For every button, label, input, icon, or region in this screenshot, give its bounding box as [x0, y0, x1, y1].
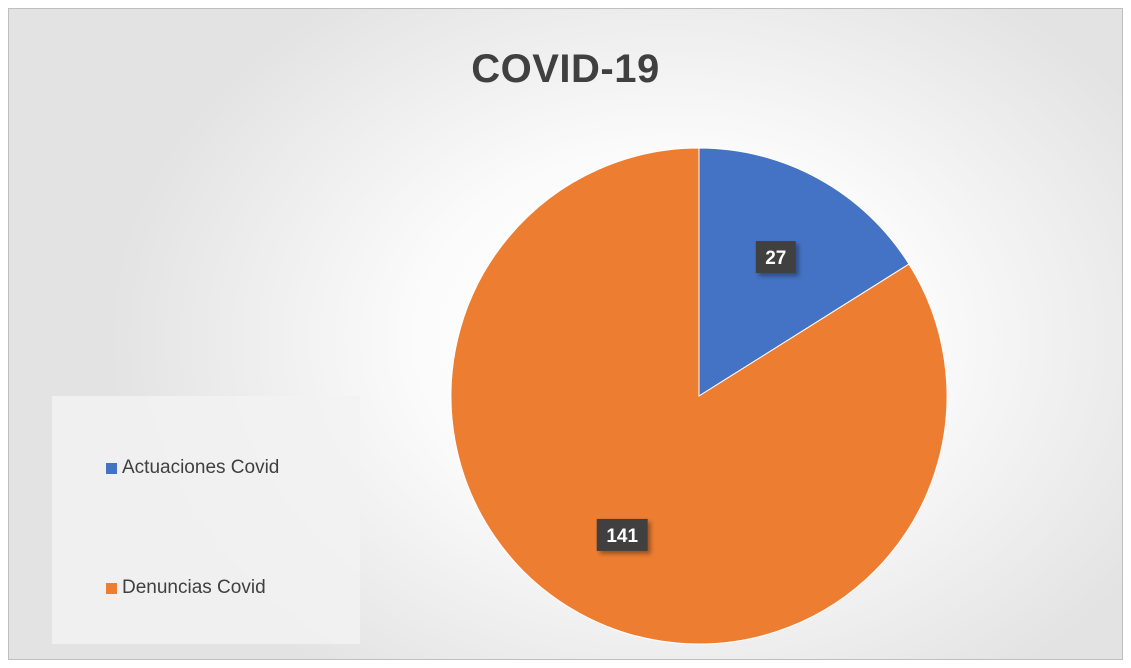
legend-item-actuaciones: Actuaciones Covid: [106, 457, 279, 479]
data-label-box: [596, 518, 648, 551]
data-label-box: [755, 241, 796, 274]
data-label-value: 27: [765, 248, 786, 269]
chart-area: COVID-19 27 141 Actuaciones Covid Denunci…: [8, 8, 1123, 660]
pie-plot: 27 141: [450, 147, 948, 645]
chart-title: COVID-19: [471, 47, 660, 91]
data-label-value: 141: [606, 526, 638, 547]
legend-swatch-actuaciones: [106, 462, 117, 474]
legend-swatch-denuncias: [106, 582, 117, 594]
pie-slice-actuaciones-covid: [698, 147, 910, 397]
data-label-denuncias-covid: 141: [596, 518, 648, 551]
data-label-actuaciones-covid: 27: [755, 241, 796, 274]
legend-item-denuncias: Denuncias Covid: [106, 577, 266, 599]
legend: Actuaciones Covid Denuncias Covid: [52, 396, 360, 644]
legend-label-actuaciones: Actuaciones Covid: [122, 457, 280, 478]
legend-label-denuncias: Denuncias Covid: [122, 577, 266, 598]
pie-slice-denuncias-covid: [450, 147, 948, 645]
